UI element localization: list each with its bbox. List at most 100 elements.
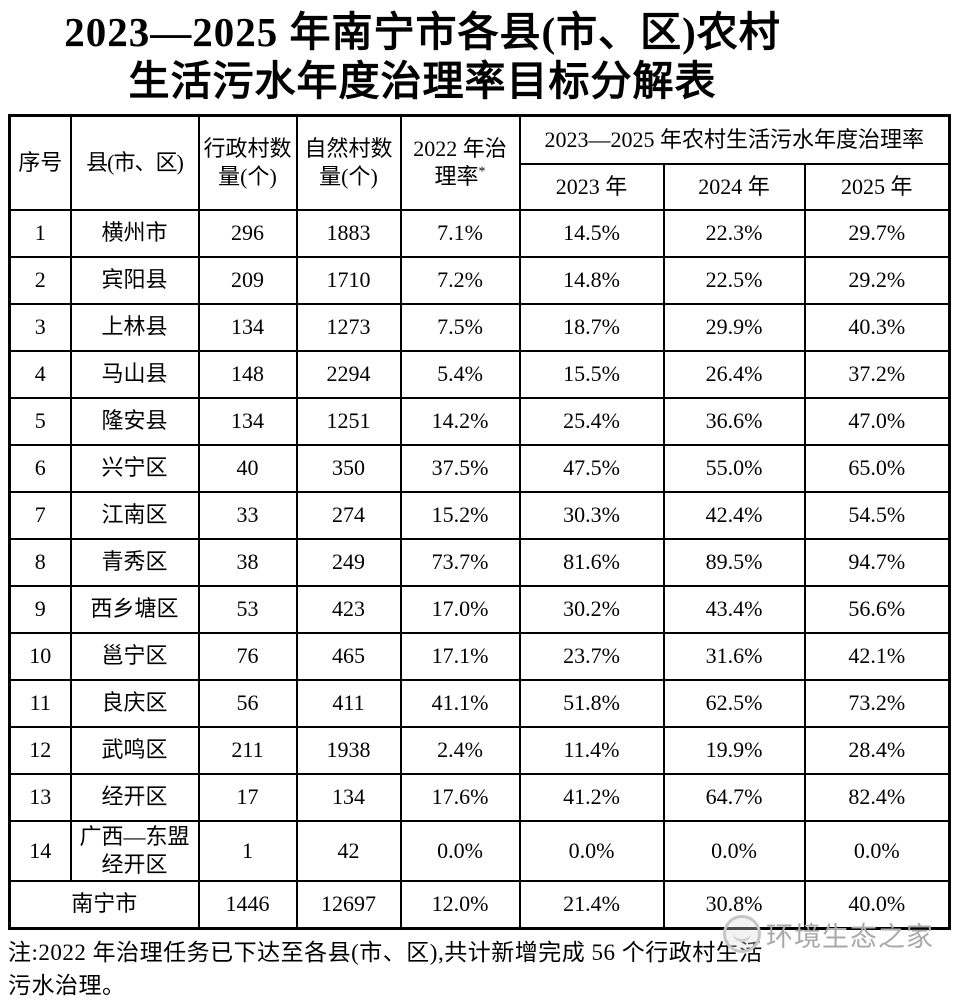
- rate-2022-cell: 7.5%: [399, 302, 521, 352]
- rate-2023-cell: 30.3%: [518, 490, 665, 540]
- rate-2022-cell: 37.5%: [399, 443, 521, 493]
- rate-2023-cell: 30.2%: [518, 584, 665, 634]
- natural-villages-cell: 1938: [295, 725, 402, 775]
- footnote-line1: 注:2022 年治理任务已下达至各县(市、区),共计新增完成 56 个行政村生活: [8, 940, 763, 965]
- county-cell: 武鸣区: [69, 725, 200, 775]
- total-rate-2025-cell: 40.0%: [803, 879, 951, 930]
- admin-villages-cell: 211: [197, 725, 298, 775]
- header-row-1: 序号 县(市、区) 行政村数量(个) 自然村数量(个) 2022 年治理率* 2…: [8, 114, 951, 211]
- footnote-line2: 污水治理。: [8, 973, 126, 998]
- rate-2024-cell: 42.4%: [662, 490, 806, 540]
- admin-villages-cell: 76: [197, 631, 298, 681]
- rate-2022-cell: 15.2%: [399, 490, 521, 540]
- rate-2025-cell: 73.2%: [803, 678, 951, 728]
- rate-2022-cell: 73.7%: [399, 537, 521, 587]
- page-title-line2: 生活污水年度治理率目标分解表: [128, 58, 717, 104]
- admin-villages-cell: 53: [197, 584, 298, 634]
- seq-cell: 4: [8, 349, 72, 399]
- county-cell: 江南区: [69, 490, 200, 540]
- rate-2022-cell: 7.2%: [399, 255, 521, 305]
- county-cell: 兴宁区: [69, 443, 200, 493]
- table-row: 7 江南区 33 274 15.2% 30.3% 42.4% 54.5%: [8, 490, 951, 540]
- rate-2025-cell: 47.0%: [803, 396, 951, 446]
- rate-2023-cell: 25.4%: [518, 396, 665, 446]
- admin-villages-cell: 296: [197, 208, 298, 258]
- rate-2023-cell: 15.5%: [518, 349, 665, 399]
- page-title: 2023—2025 年南宁市各县(市、区)农村 生活污水年度治理率目标分解表: [0, 0, 845, 106]
- admin-villages-cell: 56: [197, 678, 298, 728]
- table-row: 5 隆安县 134 1251 14.2% 25.4% 36.6% 47.0%: [8, 396, 951, 446]
- rate-2024-cell: 55.0%: [662, 443, 806, 493]
- rate-2022-cell: 17.1%: [399, 631, 521, 681]
- rate-2024-cell: 22.5%: [662, 255, 806, 305]
- natural-villages-cell: 1883: [295, 208, 402, 258]
- natural-villages-cell: 2294: [295, 349, 402, 399]
- rate-2025-cell: 29.2%: [803, 255, 951, 305]
- seq-cell: 12: [8, 725, 72, 775]
- admin-villages-cell: 40: [197, 443, 298, 493]
- rate-2022-cell: 17.6%: [399, 772, 521, 822]
- rate-2024-cell: 62.5%: [662, 678, 806, 728]
- county-cell: 青秀区: [69, 537, 200, 587]
- rate-2023-cell: 11.4%: [518, 725, 665, 775]
- rate-2024-cell: 43.4%: [662, 584, 806, 634]
- seq-cell: 13: [8, 772, 72, 822]
- county-cell: 横州市: [69, 208, 200, 258]
- table-row: 3 上林县 134 1273 7.5% 18.7% 29.9% 40.3%: [8, 302, 951, 352]
- rate-2024-cell: 29.9%: [662, 302, 806, 352]
- table-row: 1 横州市 296 1883 7.1% 14.5% 22.3% 29.7%: [8, 208, 951, 258]
- admin-villages-cell: 148: [197, 349, 298, 399]
- seq-cell: 14: [8, 819, 72, 882]
- county-cell: 隆安县: [69, 396, 200, 446]
- natural-villages-cell: 411: [295, 678, 402, 728]
- total-row: 南宁市 1446 12697 12.0% 21.4% 30.8% 40.0%: [8, 879, 951, 930]
- county-header: 县(市、区): [69, 114, 200, 211]
- admin-villages-cell: 1: [197, 819, 298, 882]
- year-2023-header: 2023 年: [518, 162, 665, 211]
- natural-villages-cell: 42: [295, 819, 402, 882]
- total-natural-villages-cell: 12697: [295, 879, 402, 930]
- rate-2025-cell: 40.3%: [803, 302, 951, 352]
- table-row: 4 马山县 148 2294 5.4% 15.5% 26.4% 37.2%: [8, 349, 951, 399]
- natural-villages-cell: 134: [295, 772, 402, 822]
- table-row: 6 兴宁区 40 350 37.5% 47.5% 55.0% 65.0%: [8, 443, 951, 493]
- county-cell: 经开区: [69, 772, 200, 822]
- seq-cell: 8: [8, 537, 72, 587]
- rate-2023-cell: 51.8%: [518, 678, 665, 728]
- seq-cell: 11: [8, 678, 72, 728]
- rate-2024-cell: 0.0%: [662, 819, 806, 882]
- year-2024-header: 2024 年: [662, 162, 806, 211]
- total-label-cell: 南宁市: [8, 879, 200, 930]
- rate-2022-cell: 7.1%: [399, 208, 521, 258]
- seq-cell: 6: [8, 443, 72, 493]
- rate-2025-cell: 37.2%: [803, 349, 951, 399]
- rate-2025-cell: 54.5%: [803, 490, 951, 540]
- natural-villages-cell: 1710: [295, 255, 402, 305]
- total-rate-2023-cell: 21.4%: [518, 879, 665, 930]
- footnote: 注:2022 年治理任务已下达至各县(市、区),共计新增完成 56 个行政村生活…: [8, 936, 957, 1002]
- table-row: 8 青秀区 38 249 73.7% 81.6% 89.5% 94.7%: [8, 537, 951, 587]
- seq-cell: 2: [8, 255, 72, 305]
- admin-villages-cell: 134: [197, 302, 298, 352]
- rate-2022-cell: 0.0%: [399, 819, 521, 882]
- county-cell: 上林县: [69, 302, 200, 352]
- admin-villages-cell: 17: [197, 772, 298, 822]
- target-breakdown-table: 序号 县(市、区) 行政村数量(个) 自然村数量(个) 2022 年治理率* 2…: [8, 114, 951, 930]
- annual-rate-span-header: 2023—2025 年农村生活污水年度治理率: [518, 114, 951, 165]
- seq-cell: 3: [8, 302, 72, 352]
- admin-villages-cell: 38: [197, 537, 298, 587]
- table-header: 序号 县(市、区) 行政村数量(个) 自然村数量(个) 2022 年治理率* 2…: [8, 114, 951, 211]
- table-row: 9 西乡塘区 53 423 17.0% 30.2% 43.4% 56.6%: [8, 584, 951, 634]
- rate-2023-cell: 14.5%: [518, 208, 665, 258]
- admin-villages-cell: 134: [197, 396, 298, 446]
- table-row: 10 邕宁区 76 465 17.1% 23.7% 31.6% 42.1%: [8, 631, 951, 681]
- rate-2025-cell: 56.6%: [803, 584, 951, 634]
- rate-2023-cell: 47.5%: [518, 443, 665, 493]
- county-cell: 邕宁区: [69, 631, 200, 681]
- rate-2025-cell: 94.7%: [803, 537, 951, 587]
- rate-2022-cell: 5.4%: [399, 349, 521, 399]
- rate-2024-cell: 64.7%: [662, 772, 806, 822]
- total-rate-2022-cell: 12.0%: [399, 879, 521, 930]
- table-row: 11 良庆区 56 411 41.1% 51.8% 62.5% 73.2%: [8, 678, 951, 728]
